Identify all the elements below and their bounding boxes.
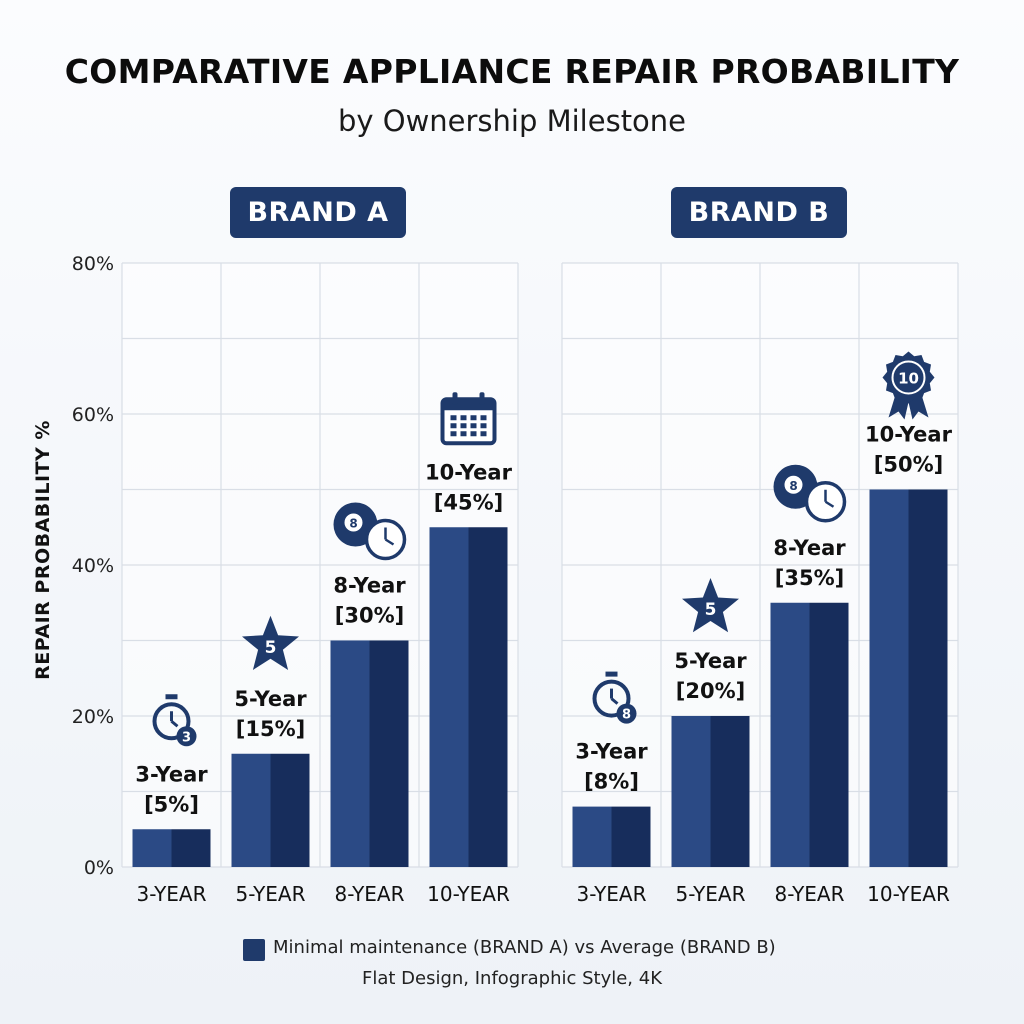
brand-a-badge: BRAND A [230, 187, 406, 238]
y-tick-label: 80% [72, 253, 114, 275]
data-label-period: 8-Year [773, 536, 846, 560]
chart-panel-brand-a: 0% 20% 40% 60% 80% 3-YEAR [5%] 3-Year 3 5-YEAR [15… [72, 253, 519, 906]
data-label-period: 8-Year [333, 574, 406, 598]
bar-5-year [231, 753, 310, 867]
bar-left-half [429, 527, 469, 867]
data-label-value: [20%] [676, 679, 745, 703]
data-label-value: [30%] [335, 604, 404, 628]
bar-3-year [132, 829, 211, 867]
x-tick-label: 8-YEAR [775, 882, 845, 906]
svg-text:8: 8 [789, 479, 797, 493]
bar-left-half [770, 602, 810, 867]
bar-10-year [869, 489, 948, 867]
svg-text:5: 5 [265, 638, 277, 658]
star-icon: 5 [242, 615, 299, 670]
chart-panel-brand-b: 3-YEAR [8%] 3-Year 8 5-YEAR [20%] 5-Year 5 8-YEA… [561, 262, 959, 906]
data-label-value: [8%] [584, 770, 639, 794]
brand-b-badge: BRAND B [671, 187, 847, 238]
data-label-period: 10-Year [865, 423, 953, 447]
y-tick-label: 40% [72, 555, 114, 577]
x-tick-label: 8-YEAR [335, 882, 405, 906]
bar-right-half [611, 806, 651, 867]
x-tick-label: 3-YEAR [137, 882, 207, 906]
data-label-value: [45%] [434, 490, 503, 514]
data-label-value: [15%] [236, 717, 305, 741]
x-tick-label: 5-YEAR [676, 882, 746, 906]
bar-right-half [809, 602, 849, 867]
bar-right-half [468, 527, 508, 867]
data-label-period: 3-Year [575, 740, 648, 764]
legend-text: Minimal maintenance (BRAND A) vs Average… [273, 937, 776, 958]
x-tick-label: 10-YEAR [867, 882, 950, 906]
bar-left-half [572, 806, 612, 867]
bar-left-half [132, 829, 172, 867]
svg-text:10: 10 [898, 370, 919, 388]
x-tick-label: 3-YEAR [577, 882, 647, 906]
bar-right-half [908, 489, 948, 867]
footnote: Flat Design, Infographic Style, 4K [361, 968, 663, 989]
bar-5-year [671, 716, 750, 867]
svg-text:5: 5 [705, 600, 717, 620]
bar-right-half [171, 829, 211, 867]
stopwatch-icon: 8 [592, 671, 637, 724]
x-tick-label: 5-YEAR [236, 882, 306, 906]
eight-ball-clock-icon: 8 [773, 464, 847, 523]
bar-10-year [429, 527, 508, 867]
eight-ball-clock-icon: 8 [333, 502, 407, 561]
data-label-period: 10-Year [425, 460, 513, 484]
bar-right-half [710, 716, 750, 867]
award-ribbon-icon: 10 [882, 351, 935, 420]
bar-left-half [869, 489, 909, 867]
star-icon: 5 [682, 578, 739, 633]
bar-left-half [330, 640, 370, 867]
data-label-period: 5-Year [674, 649, 747, 673]
data-label-period: 5-Year [234, 687, 307, 711]
svg-text:8: 8 [349, 517, 357, 531]
bar-8-year [330, 640, 409, 867]
data-label-period: 3-Year [135, 762, 208, 786]
data-label-value: [5%] [144, 792, 199, 816]
y-tick-label: 60% [72, 404, 114, 426]
y-tick-label: 20% [72, 706, 114, 728]
y-tick-label: 0% [84, 857, 114, 879]
bar-right-half [270, 753, 310, 867]
chart-title: COMPARATIVE APPLIANCE REPAIR PROBABILITY [64, 52, 960, 91]
calendar-icon [440, 392, 497, 446]
stopwatch-icon: 3 [152, 694, 197, 747]
bar-3-year [572, 806, 651, 867]
data-label-value: [50%] [874, 453, 943, 477]
bar-8-year [770, 602, 849, 867]
bar-right-half [369, 640, 409, 867]
svg-text:3: 3 [182, 730, 191, 745]
svg-text:8: 8 [622, 708, 631, 723]
legend-swatch [243, 939, 265, 961]
chart-subtitle: by Ownership Milestone [337, 104, 687, 138]
bar-left-half [671, 716, 711, 867]
x-tick-label: 10-YEAR [427, 882, 510, 906]
bar-left-half [231, 753, 271, 867]
data-label-value: [35%] [775, 566, 844, 590]
